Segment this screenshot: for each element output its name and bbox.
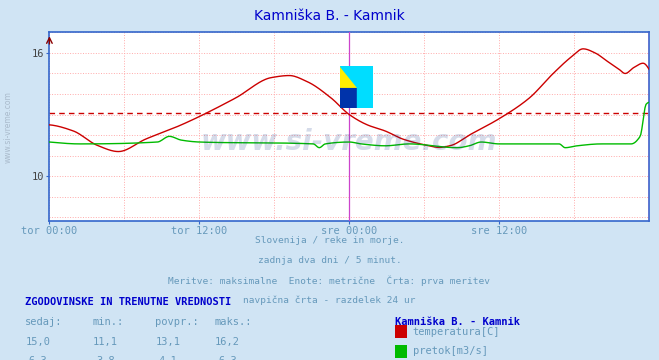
- Text: 11,1: 11,1: [93, 337, 118, 347]
- Text: Meritve: maksimalne  Enote: metrične  Črta: prva meritev: Meritve: maksimalne Enote: metrične Črta…: [169, 275, 490, 286]
- Text: povpr.:: povpr.:: [155, 317, 198, 327]
- Text: 16,2: 16,2: [215, 337, 240, 347]
- Text: 6,3: 6,3: [218, 356, 237, 360]
- Text: www.si-vreme.com: www.si-vreme.com: [3, 91, 13, 163]
- Text: zadnja dva dni / 5 minut.: zadnja dva dni / 5 minut.: [258, 256, 401, 265]
- Text: 13,1: 13,1: [156, 337, 181, 347]
- Text: temperatura[C]: temperatura[C]: [413, 327, 500, 337]
- Bar: [357, 66, 373, 87]
- Text: navpična črta - razdelek 24 ur: navpična črta - razdelek 24 ur: [243, 295, 416, 305]
- Polygon shape: [340, 66, 357, 87]
- Polygon shape: [340, 66, 357, 87]
- Text: Kamniška B. - Kamnik: Kamniška B. - Kamnik: [395, 317, 521, 327]
- Text: sedaj:: sedaj:: [25, 317, 63, 327]
- Text: 3,8: 3,8: [96, 356, 115, 360]
- Bar: [357, 87, 373, 108]
- Bar: [340, 66, 357, 87]
- Text: 15,0: 15,0: [26, 337, 51, 347]
- Text: min.:: min.:: [92, 317, 123, 327]
- Text: Kamniška B. - Kamnik: Kamniška B. - Kamnik: [254, 9, 405, 23]
- Text: www.si-vreme.com: www.si-vreme.com: [201, 128, 498, 156]
- Bar: [340, 87, 357, 108]
- Text: maks.:: maks.:: [214, 317, 252, 327]
- Text: 4,1: 4,1: [159, 356, 177, 360]
- Text: 6,3: 6,3: [29, 356, 47, 360]
- Text: Slovenija / reke in morje.: Slovenija / reke in morje.: [255, 236, 404, 245]
- Text: pretok[m3/s]: pretok[m3/s]: [413, 346, 488, 356]
- Text: ZGODOVINSKE IN TRENUTNE VREDNOSTI: ZGODOVINSKE IN TRENUTNE VREDNOSTI: [25, 297, 231, 307]
